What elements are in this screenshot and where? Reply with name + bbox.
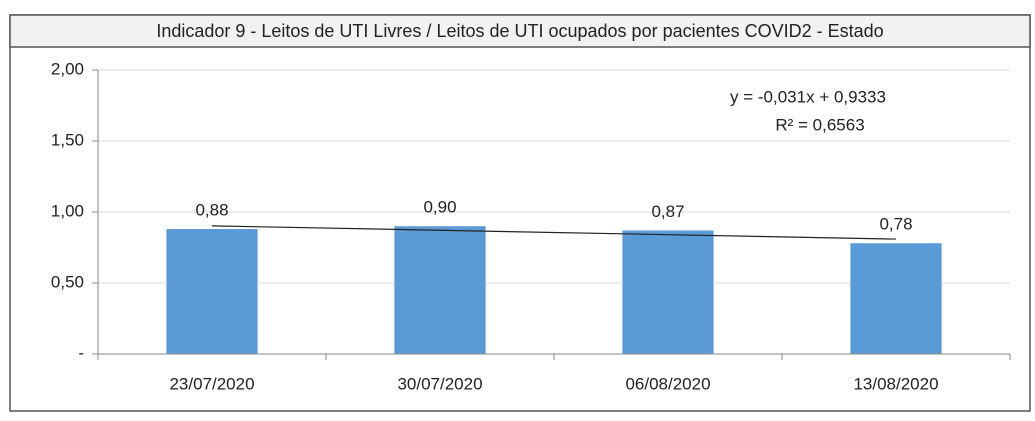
trendline xyxy=(211,225,897,240)
x-tick-label: 06/08/2020 xyxy=(625,374,710,393)
data-label: 0,87 xyxy=(651,202,684,221)
y-tick-label: 1,00 xyxy=(51,201,84,220)
trendline-r-squared: R² = 0,6563 xyxy=(775,115,864,134)
x-tick-label: 30/07/2020 xyxy=(397,374,482,393)
data-label: 0,90 xyxy=(423,198,456,217)
bar xyxy=(166,229,258,354)
y-tick-label: 1,50 xyxy=(51,130,84,149)
chart-title: Indicador 9 - Leitos de UTI Livres / Lei… xyxy=(156,21,883,41)
x-tick-label: 23/07/2020 xyxy=(169,374,254,393)
title-box xyxy=(9,14,1031,48)
bar xyxy=(850,243,942,354)
y-tick-label: - xyxy=(78,343,84,362)
y-tick-label: 2,00 xyxy=(51,59,84,78)
x-tick-label: 13/08/2020 xyxy=(853,374,938,393)
trendline-equation: y = -0,031x + 0,9333 xyxy=(730,87,886,106)
bar xyxy=(394,226,486,354)
data-label: 0,78 xyxy=(879,215,912,234)
data-label: 0,88 xyxy=(195,201,228,220)
y-tick-label: 0,50 xyxy=(51,272,84,291)
bar xyxy=(622,230,714,354)
